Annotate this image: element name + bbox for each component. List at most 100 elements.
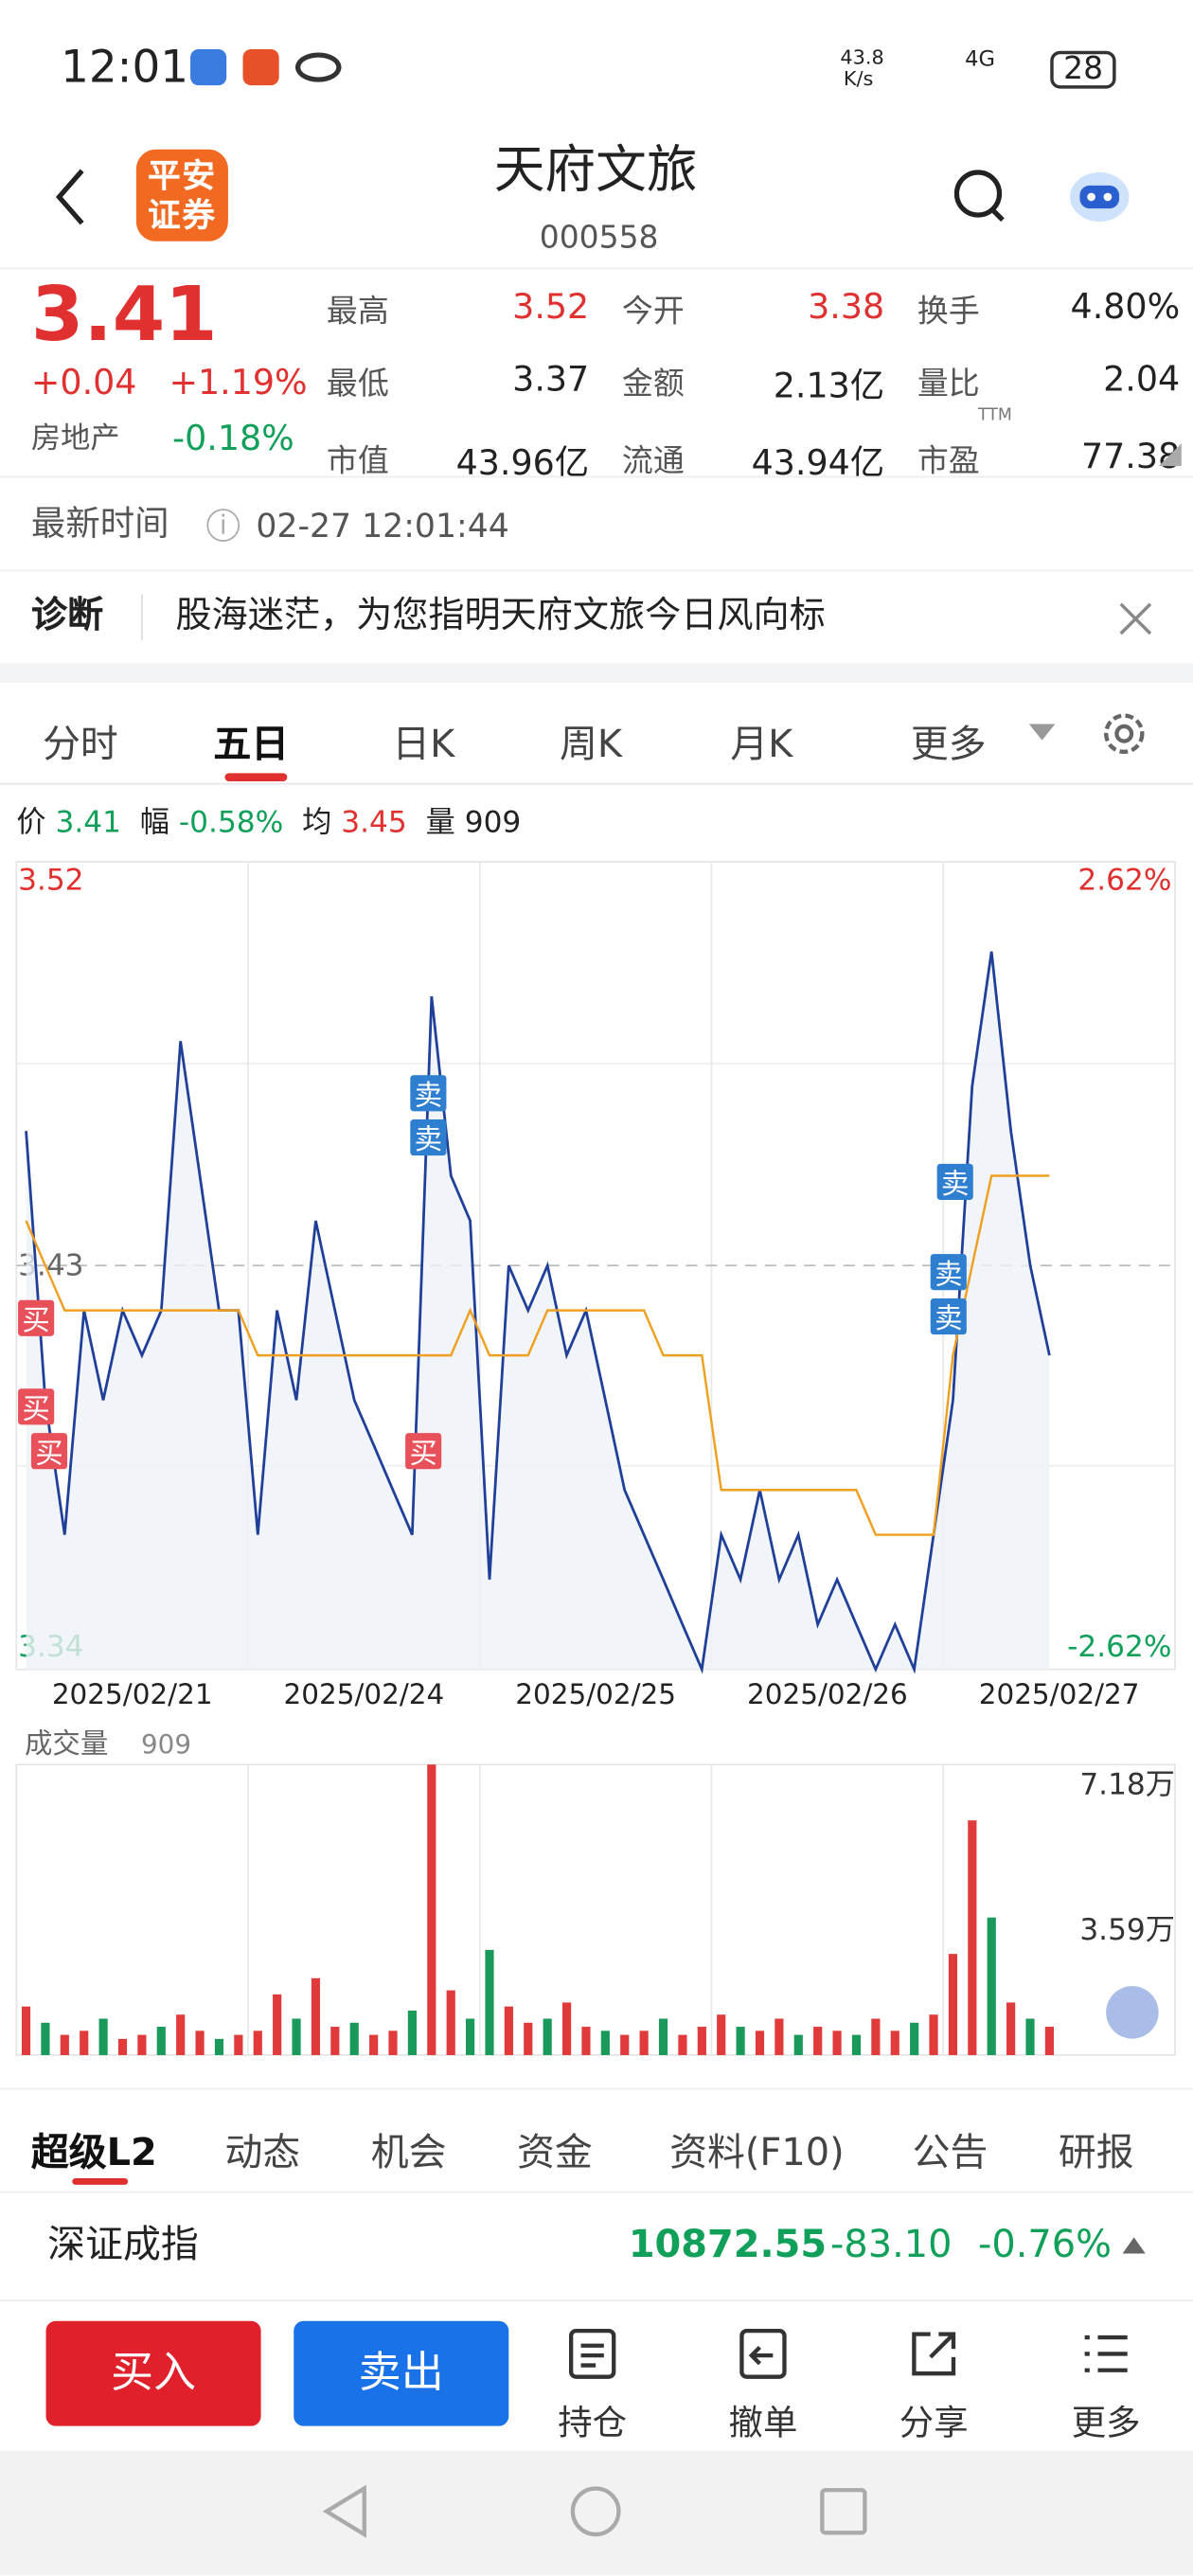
action-item[interactable]: 持仓 <box>558 2403 628 2443</box>
diagnosis-text[interactable]: 股海迷茫，为您指明天府文旅今日风向标 <box>175 596 826 637</box>
volume-bar <box>832 2030 842 2055</box>
volume-bar <box>407 2010 417 2055</box>
action-item[interactable]: 撤单 <box>728 2403 798 2443</box>
quote-fields: 最高 3.52 今开 3.38 换手 4.80% 最低 3.37 金额 2.13亿 量比 2.04 市值… <box>327 287 1180 486</box>
app-icon <box>190 48 227 86</box>
chart-tab[interactable]: 分时 <box>43 724 118 767</box>
y2-tick-label: -2.62% <box>1067 1630 1171 1664</box>
action-item[interactable]: 更多 <box>1071 2403 1141 2443</box>
divider <box>0 2191 1193 2193</box>
info-label: 量 <box>425 806 455 841</box>
info-tab-active[interactable]: 超级L2 <box>30 2132 157 2175</box>
info-tab[interactable]: 研报 <box>1058 2132 1134 2175</box>
volume-bar <box>987 1917 996 2055</box>
tab-indicator <box>224 773 288 782</box>
volume-bar <box>292 2018 301 2055</box>
index-value: 10872.55 <box>628 2224 828 2267</box>
assistant-button[interactable] <box>1063 161 1135 233</box>
x-tick-label: 2025/02/21 <box>52 1678 213 1710</box>
chart-tab[interactable]: 周K <box>560 724 623 767</box>
price: 3.41 <box>30 269 218 358</box>
divider <box>0 475 1193 478</box>
quote-field: 最低 3.37 <box>327 360 589 409</box>
expand-icon <box>1122 2237 1146 2254</box>
chart-tab[interactable]: 更多 <box>910 724 987 767</box>
volume-bar <box>581 2027 591 2055</box>
quote-field: 金额 2.13亿 <box>622 360 884 409</box>
volume-bar <box>137 2034 147 2055</box>
sector: 房地产 <box>30 421 120 456</box>
volume-bar <box>311 1977 321 2055</box>
volume-bar <box>195 2030 205 2055</box>
average-line <box>25 1174 1050 1536</box>
x-tick-label: 2025/02/25 <box>515 1678 676 1710</box>
app-icon <box>242 48 279 86</box>
info-tab[interactable]: 资金 <box>516 2132 593 2175</box>
quote-field: 最高 3.52 <box>327 287 589 331</box>
chart-tab[interactable]: 日K <box>392 724 455 767</box>
chart-tab[interactable]: 月K <box>730 724 793 767</box>
volume-bar <box>793 2034 803 2055</box>
broker-logo: 平安证券 <box>135 149 228 242</box>
volume-bar <box>620 2034 630 2055</box>
y-tick-label: 3.59万 <box>1079 1913 1175 1947</box>
volume-title: 成交量 <box>25 1727 108 1760</box>
update-label: 最新时间 <box>30 504 169 544</box>
volume-bar <box>427 1764 436 2055</box>
fullscreen-button[interactable] <box>1106 1986 1159 2039</box>
trade-marker <box>930 1297 967 1335</box>
volume-bar <box>1025 2018 1035 2055</box>
info-icon: i <box>206 509 240 542</box>
search-button[interactable] <box>949 164 1014 229</box>
trade-marker <box>405 1433 442 1470</box>
volume-bar <box>697 2027 706 2055</box>
volume-bar <box>273 1994 282 2055</box>
volume-bar <box>851 2034 862 2055</box>
chart-tab-active[interactable]: 五日 <box>213 724 290 767</box>
info-tab[interactable]: 资料(F10) <box>669 2132 845 2175</box>
settings-button[interactable] <box>1099 709 1148 759</box>
field-label: 流通 <box>621 442 685 480</box>
trade-marker-label: 卖 <box>935 1258 962 1290</box>
cancel-icon <box>739 2328 787 2379</box>
index-pct: -0.76% <box>977 2224 1113 2267</box>
diagnosis-label: 诊断 <box>30 596 104 637</box>
volume-bar <box>910 2022 919 2055</box>
y-tick-label: 3.52 <box>18 863 83 897</box>
dropdown-icon <box>1028 724 1056 741</box>
volume-bar <box>755 2030 765 2055</box>
sector-pct: -0.18% <box>171 418 294 458</box>
info-tab[interactable]: 动态 <box>224 2132 301 2175</box>
battery: 28 <box>1050 50 1116 89</box>
trade-marker-label: 卖 <box>415 1123 442 1155</box>
volume-bar <box>349 2022 359 2055</box>
volume-bar <box>234 2034 243 2055</box>
volume-bar <box>98 2018 108 2055</box>
field-label: 换手 <box>917 294 980 331</box>
info-value: 3.45 <box>341 806 407 841</box>
volume-bar <box>948 1954 958 2055</box>
sell-button[interactable]: 卖出 <box>294 2320 509 2426</box>
close-button[interactable] <box>1117 600 1153 636</box>
volume-bar <box>369 2034 379 2055</box>
info-label: 价 <box>16 806 46 841</box>
volume-bar <box>736 2027 745 2055</box>
change-pct: +1.19% <box>169 363 308 402</box>
action-item[interactable]: 分享 <box>899 2403 969 2443</box>
volume-bar <box>41 2022 50 2055</box>
trade-marker <box>18 1299 55 1336</box>
price-area <box>26 951 1050 1670</box>
volume-bar <box>466 2018 475 2055</box>
field-label: 市盈 <box>917 442 980 480</box>
buy-button[interactable]: 买入 <box>45 2320 261 2426</box>
info-tab[interactable]: 机会 <box>370 2132 447 2175</box>
field-value: 3.38 <box>808 287 885 327</box>
index-name[interactable]: 深证成指 <box>47 2224 199 2267</box>
info-label: 幅 <box>139 806 169 841</box>
divider <box>0 267 1193 270</box>
back-button[interactable] <box>46 164 96 229</box>
info-tab[interactable]: 公告 <box>912 2132 988 2175</box>
stock-code: 000558 <box>539 220 659 257</box>
trade-marker-label: 卖 <box>415 1079 442 1111</box>
